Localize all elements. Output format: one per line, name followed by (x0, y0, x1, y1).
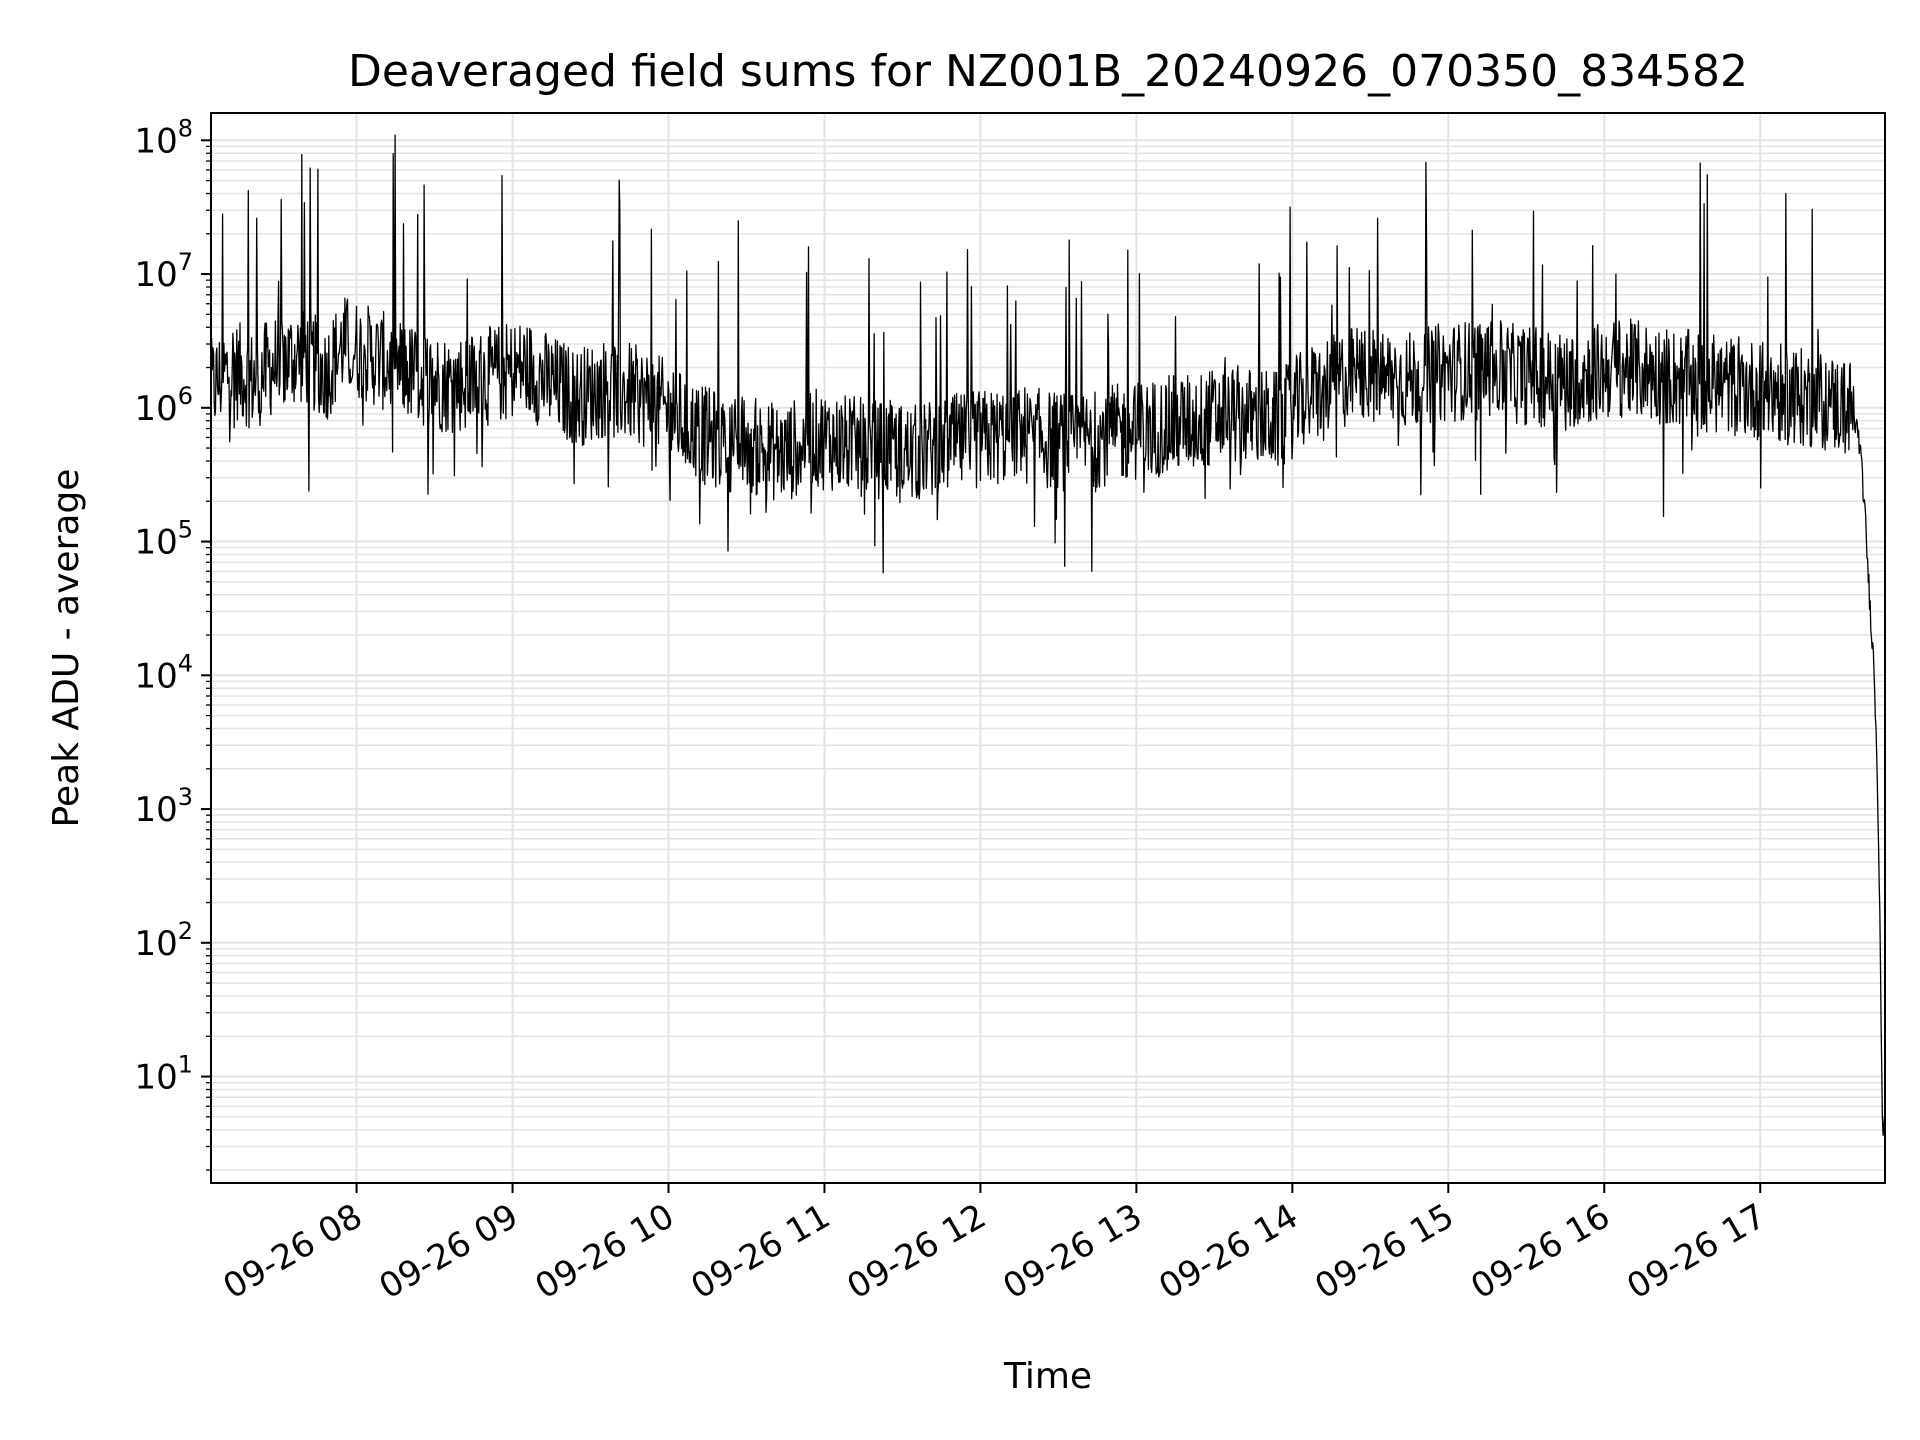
y-tick-label: 107 (134, 248, 193, 295)
x-axis-title: Time (1003, 1356, 1092, 1397)
y-tick-label: 104 (134, 649, 193, 696)
plot-area-frame (210, 112, 1886, 1184)
y-tick-label: 106 (134, 382, 193, 429)
y-tick-label: 101 (134, 1051, 193, 1098)
y-tick-label: 105 (134, 516, 193, 563)
grid (211, 113, 1885, 1183)
y-tick-label: 103 (134, 783, 193, 830)
y-tick-label: 102 (134, 917, 193, 964)
series-layer (210, 134, 1886, 1142)
y-axis-title: Peak ADU - average (46, 469, 87, 828)
series-line (210, 134, 1886, 1142)
y-tick-label: 108 (134, 114, 193, 161)
chart-title: Deaveraged field sums for NZ001B_2024092… (348, 46, 1748, 97)
